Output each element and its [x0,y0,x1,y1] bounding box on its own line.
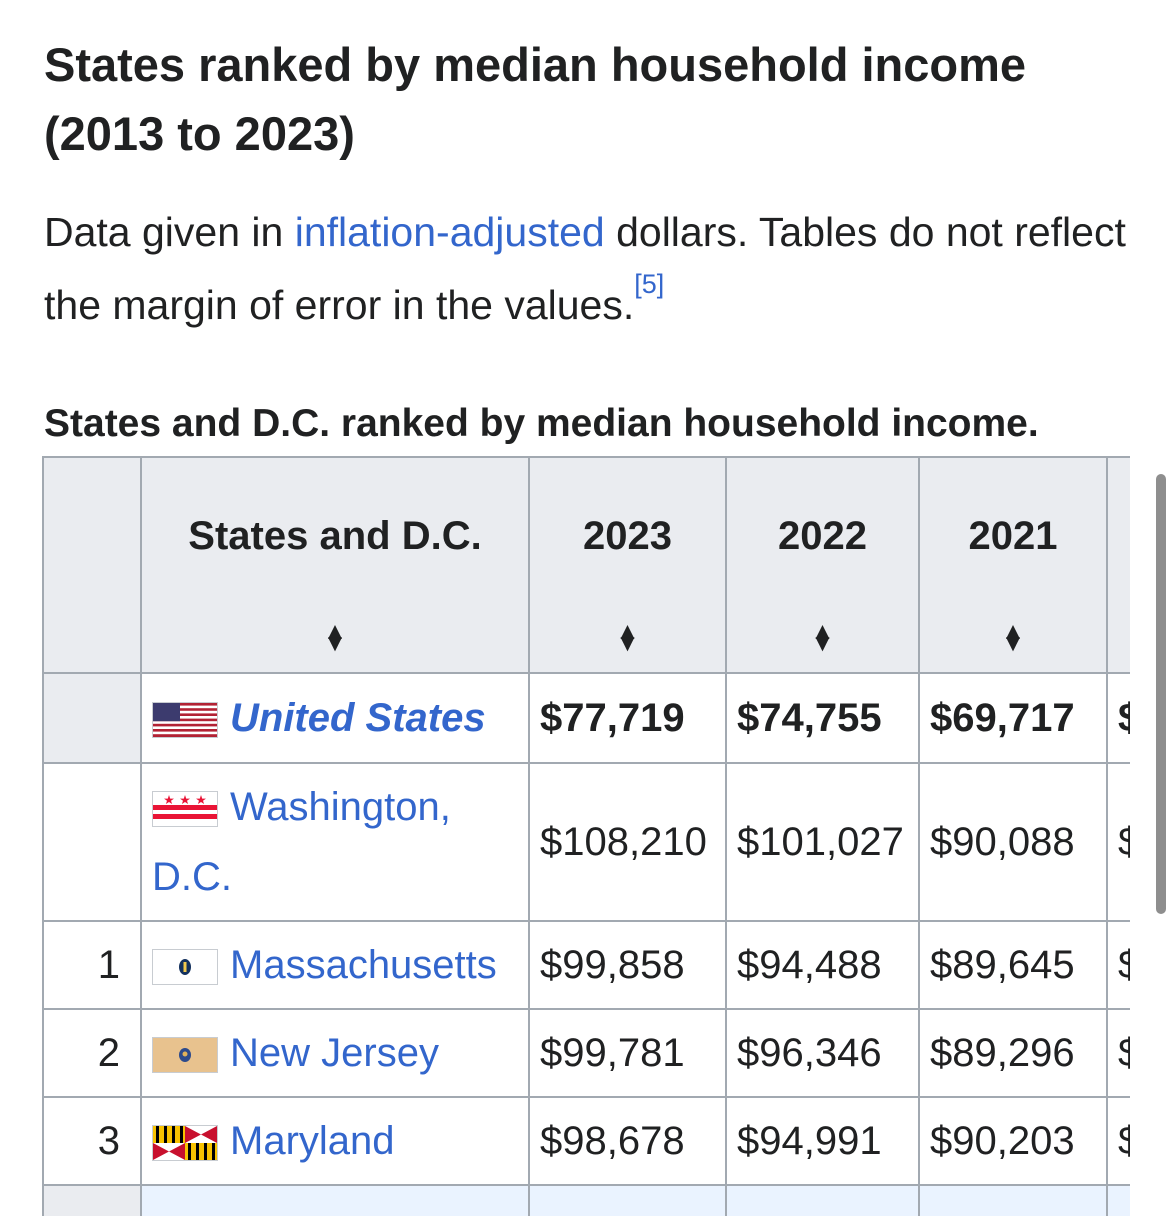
table-caption: States and D.C. ranked by median househo… [44,402,1039,445]
table-header-row: States and D.C. ▲ ▼ 2023 ▲ ▼ 2022 ▲ ▼ 2021 … [42,456,1130,674]
state-cell: New Jersey [140,1008,530,1098]
rank-cell: 1 [42,920,142,1010]
value-cell [1106,1184,1130,1216]
value-2021: $69,717 [918,672,1108,764]
state-cell: Massachusetts [140,920,530,1010]
table-row-maryland: 3 Maryland $98,678 $94,991 $90,203 $ [42,1096,1130,1186]
column-header-2021[interactable]: 2021 ▲ ▼ [918,456,1108,674]
value-2022: $74,755 [725,672,920,764]
rank-cell: 2 [42,1008,142,1098]
value-2021: $89,645 [918,920,1108,1010]
value-clipped: $ [1106,762,1130,922]
state-cell: Maryland [140,1096,530,1186]
table-row-united-states: United States $77,719 $74,755 $69,717 $ [42,672,1130,764]
inflation-adjusted-link[interactable]: inflation-adjusted [294,209,605,255]
value-2023: $98,678 [528,1096,727,1186]
state-link[interactable]: Maryland [230,1119,395,1163]
intro-text-end: dollars. Tables do not reflect the margi… [44,209,1126,328]
sort-icon[interactable]: ▲ ▼ [323,618,347,657]
value-clipped: $ [1106,1096,1130,1186]
table-row-massachusetts: 1 Massachusetts $99,858 $94,488 $89,645 … [42,920,1130,1010]
value-clipped: $ [1106,1008,1130,1098]
intro-text-start: Data given in [44,209,295,255]
maryland-flag-icon [152,1125,218,1162]
reference-link[interactable]: [5] [634,269,665,299]
state-cell: United States [140,672,530,764]
rank-cell: 3 [42,1096,142,1186]
value-2023: $99,781 [528,1008,727,1098]
value-cell [918,1184,1108,1216]
rank-cell [42,762,142,922]
value-clipped: $ [1106,920,1130,1010]
us-flag-icon [152,702,218,739]
value-2023: $77,719 [528,672,727,764]
state-link[interactable]: New Jersey [230,1031,439,1075]
new-jersey-flag-icon [152,1037,218,1074]
column-header-state[interactable]: States and D.C. ▲ ▼ [140,456,530,674]
table-row-partial [42,1184,1130,1216]
value-clipped: $ [1106,672,1130,764]
table-row-new-jersey: 2 New Jersey $99,781 $96,346 $89,296 $ [42,1008,1130,1098]
column-header-clipped [1106,456,1130,674]
value-2021: $90,203 [918,1096,1108,1186]
page-title: States ranked by median household income… [44,38,1027,160]
value-cell [725,1184,920,1216]
header-label: 2023 [583,514,672,558]
value-cell [528,1184,727,1216]
column-header-2022[interactable]: 2022 ▲ ▼ [725,456,920,674]
state-link[interactable]: United States [230,696,486,740]
value-2022: $96,346 [725,1008,920,1098]
header-label: 2022 [778,514,867,558]
sort-icon[interactable]: ▲ ▼ [1001,618,1025,657]
value-2022: $94,488 [725,920,920,1010]
sort-icon[interactable]: ▲ ▼ [615,618,640,657]
income-table: States and D.C. ▲ ▼ 2023 ▲ ▼ 2022 ▲ ▼ 2021 … [42,456,1130,1216]
state-cell [140,1184,530,1216]
header-label: States and D.C. [188,514,482,558]
value-2023: $108,210 [528,762,727,922]
state-link[interactable]: Massachusetts [230,943,497,987]
header-label: 2021 [968,514,1058,558]
massachusetts-flag-icon [152,949,218,986]
value-2022: $94,991 [725,1096,920,1186]
value-2022: $101,027 [725,762,920,922]
sort-icon[interactable]: ▲ ▼ [810,618,835,657]
state-cell: Washington, D.C. [140,762,530,922]
value-2023: $99,858 [528,920,727,1010]
column-header-2023[interactable]: 2023 ▲ ▼ [528,456,727,674]
income-table-container[interactable]: States and D.C. ▲ ▼ 2023 ▲ ▼ 2022 ▲ ▼ 2021 … [42,456,1130,1216]
rank-cell [42,672,142,764]
table-row-washington-dc: Washington, D.C. $108,210 $101,027 $90,0… [42,762,1130,922]
rank-header [42,456,142,674]
state-link[interactable]: Washington, D.C. [152,785,451,899]
value-2021: $89,296 [918,1008,1108,1098]
intro-paragraph: Data given in inflation-adjusted dollars… [44,196,1154,342]
dc-flag-icon [152,791,218,828]
vertical-scrollbar[interactable] [1156,474,1166,914]
rank-cell [42,1184,142,1216]
value-2021: $90,088 [918,762,1108,922]
